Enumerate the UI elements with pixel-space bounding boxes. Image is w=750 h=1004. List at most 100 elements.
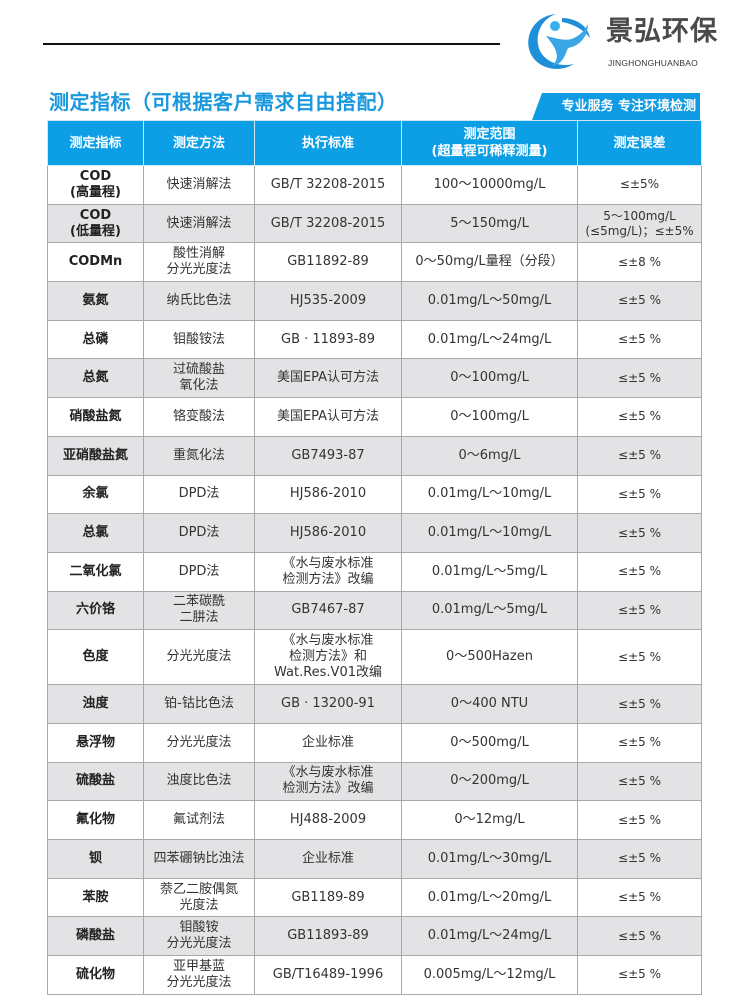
table-row: 总氯 DPD法 HJ586-2010 0.01mg/L～10mg/L ≤±5 %	[47, 513, 702, 553]
cell-error: ≤±5 %	[577, 800, 702, 840]
cell-indicator: 磷酸盐	[47, 916, 144, 957]
cell-error: ≤±5 %	[577, 955, 702, 995]
cell-standard: 《水与废水标准 检测方法》改编	[254, 551, 402, 592]
company-logo: 景弘环保 JINGHONGHUANBAO	[522, 8, 722, 74]
table-row: 硫化物 亚甲基蓝 分光光度法 GB/T16489-1996 0.005mg/L～12m…	[47, 955, 702, 995]
table-row: 余氯 DPD法 HJ586-2010 0.01mg/L～10mg/L ≤±5 %	[47, 474, 702, 515]
top-divider	[43, 43, 500, 45]
cell-error: ≤±5 %	[577, 435, 702, 476]
cell-method: 纳氏比色法	[143, 281, 255, 321]
cell-range: 0～400 NTU	[401, 684, 578, 724]
table-row: 磷酸盐 钼酸铵 分光光度法 GB11893-89 0.01mg/L～24mg/L ≤±5…	[47, 916, 702, 957]
table-row: 氟化物 氟试剂法 HJ488-2009 0～12mg/L ≤±5 %	[47, 800, 702, 840]
cell-method: 亚甲基蓝 分光光度法	[143, 955, 255, 995]
cell-indicator: 六价铬	[47, 590, 144, 631]
cell-standard: HJ586-2010	[254, 474, 402, 515]
measurement-table: 测定指标 测定方法 执行标准 测定范围 (超量程可稀释测量) 测定误差 COD …	[47, 120, 702, 995]
cell-method: 分光光度法	[143, 629, 255, 686]
header-indicator: 测定指标	[47, 120, 144, 166]
table-row: 悬浮物 分光光度法 企业标准 0～500mg/L ≤±5 %	[47, 722, 702, 763]
cell-standard: 《水与废水标准 检测方法》改编	[254, 761, 402, 802]
cell-method: 萘乙二胺偶氮 光度法	[143, 877, 255, 918]
cell-method: 氟试剂法	[143, 800, 255, 840]
table-row: COD (低量程) 快速消解法 GB/T 32208-2015 5～150mg/L 5～…	[47, 203, 702, 244]
cell-error: ≤±5 %	[577, 761, 702, 802]
table-row: 色度 分光光度法 《水与废水标准 检测方法》和 Wat.Res.V01改编 0～500…	[47, 629, 702, 686]
cell-range: 0.005mg/L～12mg/L	[401, 955, 578, 995]
cell-range: 0.01mg/L～24mg/L	[401, 916, 578, 957]
cell-standard: GB/T 32208-2015	[254, 203, 402, 244]
cell-method: DPD法	[143, 513, 255, 553]
cell-standard: HJ488-2009	[254, 800, 402, 840]
cell-error: ≤±5 %	[577, 839, 702, 879]
header-standard: 执行标准	[254, 120, 402, 166]
cell-standard: GB · 13200-91	[254, 684, 402, 724]
cell-error: ≤±5 %	[577, 590, 702, 631]
cell-standard: GB11892-89	[254, 242, 402, 283]
table-row: 氨氮 纳氏比色法 HJ535-2009 0.01mg/L～50mg/L ≤±5 %	[47, 281, 702, 321]
cell-standard: GB11893-89	[254, 916, 402, 957]
cell-range: 5～150mg/L	[401, 203, 578, 244]
cell-range: 0～500mg/L	[401, 722, 578, 763]
cell-standard: 企业标准	[254, 839, 402, 879]
cell-method: DPD法	[143, 551, 255, 592]
cell-range: 0.01mg/L～50mg/L	[401, 281, 578, 321]
header-method: 测定方法	[143, 120, 255, 166]
cell-method: 快速消解法	[143, 165, 255, 205]
cell-range: 0～6mg/L	[401, 435, 578, 476]
page-title: 测定指标（可根据客户需求自由搭配）	[49, 90, 398, 114]
cell-indicator: COD (低量程)	[47, 203, 144, 244]
cell-range: 0～50mg/L量程（分段）	[401, 242, 578, 283]
cell-indicator: 硫化物	[47, 955, 144, 995]
cell-indicator: 硝酸盐氮	[47, 397, 144, 437]
cell-error: ≤±5 %	[577, 916, 702, 957]
table-row: 浊度 铂-钴比色法 GB · 13200-91 0～400 NTU ≤±5 %	[47, 684, 702, 724]
cell-range: 0.01mg/L～10mg/L	[401, 513, 578, 553]
cell-indicator: 悬浮物	[47, 722, 144, 763]
cell-indicator: 总氮	[47, 358, 144, 399]
cell-range: 0.01mg/L～24mg/L	[401, 319, 578, 360]
cell-indicator: 亚硝酸盐氮	[47, 435, 144, 476]
cell-method: 快速消解法	[143, 203, 255, 244]
cell-range: 0.01mg/L～30mg/L	[401, 839, 578, 879]
cell-standard: GB · 11893-89	[254, 319, 402, 360]
cell-error: ≤±5 %	[577, 474, 702, 515]
cell-method: 四苯硼钠比浊法	[143, 839, 255, 879]
cell-standard: GB/T 32208-2015	[254, 165, 402, 205]
table-row: 硝酸盐氮 铬变酸法 美国EPA认可方法 0～100mg/L ≤±5 %	[47, 397, 702, 437]
cell-indicator: 浊度	[47, 684, 144, 724]
cell-error: ≤±5 %	[577, 397, 702, 437]
cell-standard: 企业标准	[254, 722, 402, 763]
cell-range: 100～10000mg/L	[401, 165, 578, 205]
cell-error: ≤±5 %	[577, 877, 702, 918]
cell-indicator: 余氯	[47, 474, 144, 515]
cell-method: DPD法	[143, 474, 255, 515]
cell-standard: 美国EPA认可方法	[254, 358, 402, 399]
cell-method: 分光光度法	[143, 722, 255, 763]
cell-range: 0～12mg/L	[401, 800, 578, 840]
header-range: 测定范围 (超量程可稀释测量)	[401, 120, 578, 166]
cell-standard: HJ586-2010	[254, 513, 402, 553]
cell-indicator: 二氧化氯	[47, 551, 144, 592]
cell-method: 过硫酸盐 氧化法	[143, 358, 255, 399]
cell-indicator: 总氯	[47, 513, 144, 553]
cell-error: ≤±5 %	[577, 684, 702, 724]
cell-error: ≤±5 %	[577, 358, 702, 399]
cell-error: ≤±5 %	[577, 551, 702, 592]
cell-range: 0.01mg/L～5mg/L	[401, 551, 578, 592]
cell-indicator: 总磷	[47, 319, 144, 360]
header-error: 测定误差	[577, 120, 702, 166]
cell-range: 0～500Hazen	[401, 629, 578, 686]
logo-name-cn: 景弘环保	[606, 16, 718, 47]
cell-range: 0.01mg/L～20mg/L	[401, 877, 578, 918]
cell-method: 浊度比色法	[143, 761, 255, 802]
cell-indicator: COD (高量程)	[47, 165, 144, 205]
cell-indicator: CODMn	[47, 242, 144, 283]
cell-standard: GB1189-89	[254, 877, 402, 918]
cell-indicator: 苯胺	[47, 877, 144, 918]
cell-standard: GB7493-87	[254, 435, 402, 476]
cell-method: 铬变酸法	[143, 397, 255, 437]
cell-method: 铂-钴比色法	[143, 684, 255, 724]
cell-range: 0.01mg/L～10mg/L	[401, 474, 578, 515]
service-badge: 专业服务 专注环境检测	[532, 93, 700, 120]
